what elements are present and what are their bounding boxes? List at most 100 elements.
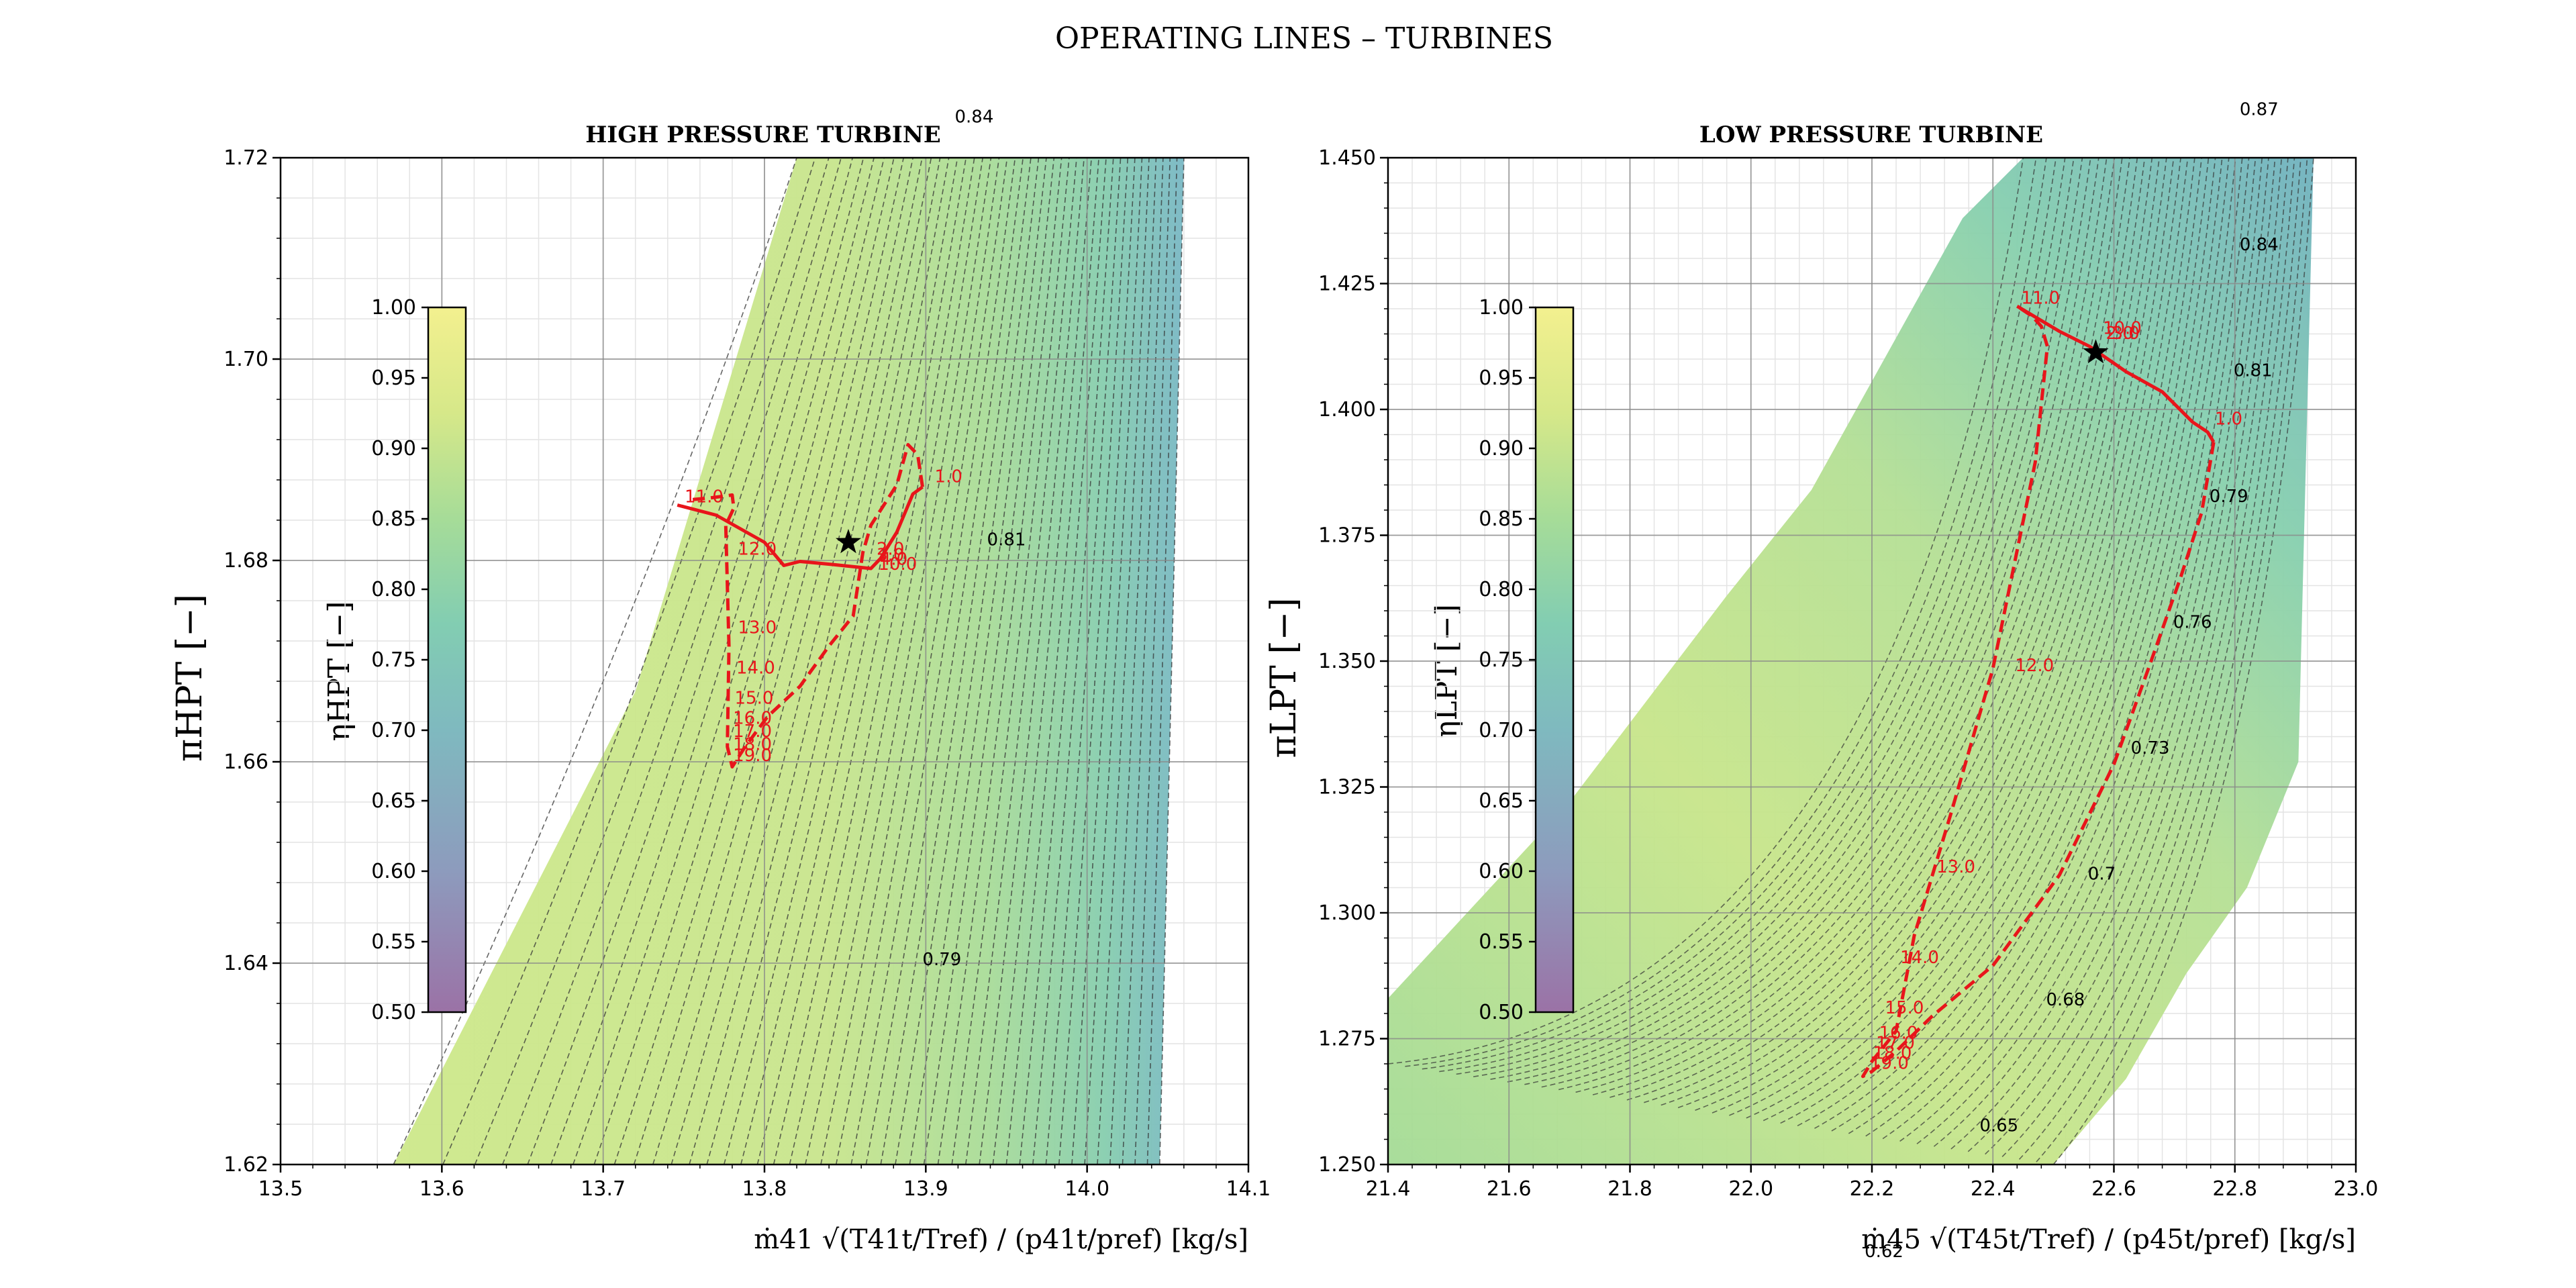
hpt-point-label: 19.0 [733, 746, 772, 766]
lpt-contour [1797, 158, 2216, 1127]
hpt-title: HIGH PRESSURE TURBINE [585, 121, 941, 148]
hpt-xtick-label: 14.1 [1226, 1177, 1271, 1201]
lpt-xtick-label: 21.8 [1607, 1177, 1652, 1201]
hpt-panel: HIGH PRESSURE TURBINE πHPT [−] ṁ41 √(T41… [170, 107, 1271, 1256]
hpt-point-label: 13.0 [738, 618, 777, 638]
hpt-contour [835, 158, 1008, 1165]
lpt-contour [1865, 158, 2243, 1137]
hpt-contour [1084, 158, 1143, 1165]
lpt-contour [1985, 158, 2289, 1155]
lpt-contour [1626, 158, 2146, 1101]
lpt-colorbar-tick-label: 0.70 [1479, 719, 1524, 742]
lpt-xtick-label: 21.6 [1487, 1177, 1532, 1201]
lpt-cbar-label-group: ηLPT [−] [1430, 604, 1464, 738]
hpt-contour [773, 158, 975, 1165]
lpt-contour [1746, 158, 2195, 1119]
hpt-point-label: 3.0 [877, 546, 904, 566]
hpt-efficiency-label: 0.81 [987, 530, 1026, 550]
hpt-ytick-label: 1.62 [224, 1153, 268, 1177]
hpt-point-label: 10.0 [878, 554, 917, 575]
hpt-contour [740, 158, 958, 1165]
lpt-ytick-label: 1.450 [1318, 146, 1376, 170]
hpt-efficiency-label: 0.84 [954, 107, 993, 128]
hpt-contour [1058, 158, 1129, 1165]
lpt-colorbar-tick-label: 0.85 [1479, 507, 1524, 531]
lpt-efficiency-label: 0.62 [1865, 1242, 1903, 1262]
lpt-ytick-label: 1.275 [1318, 1028, 1376, 1051]
hpt-contour [895, 158, 1040, 1165]
lpt-operating-line-dashed [1861, 305, 2216, 1079]
lpt-contour-lines [1388, 158, 2314, 1165]
lpt-efficiency-label: 0.65 [1979, 1116, 2018, 1136]
hpt-contour [992, 158, 1092, 1165]
lpt-design-point-marker [2083, 339, 2109, 364]
lpt-xtick-label: 22.4 [1971, 1177, 2016, 1201]
lpt-contour [1388, 158, 2024, 1064]
lpt-colorbar-tick-label: 0.90 [1479, 437, 1524, 460]
hpt-contour [951, 158, 1070, 1165]
lpt-ytick-label: 1.400 [1318, 398, 1376, 422]
lpt-contour [1916, 158, 2263, 1144]
hpt-point-label: 16.0 [733, 709, 772, 729]
lpt-contour [1763, 158, 2203, 1122]
lpt-contour [1677, 158, 2167, 1109]
lpt-contour [1541, 158, 2108, 1088]
hpt-point-label: 4.0 [880, 550, 907, 570]
lpt-colorbar [1534, 306, 1575, 1013]
hpt-design-point-marker [836, 529, 861, 554]
hpt-colorbar-tick-label: 1.00 [371, 296, 416, 319]
hpt-xtick-label: 13.9 [903, 1177, 948, 1201]
lpt-contour [1490, 158, 2083, 1080]
lpt-operating-line-solid [2016, 305, 2216, 444]
hpt-contour [1146, 158, 1178, 1165]
hpt-contour [1122, 158, 1164, 1165]
lpt-point-label: 19.0 [1870, 1053, 1909, 1073]
hpt-xtick-label: 13.5 [258, 1177, 303, 1201]
lpt-point-label: 13.0 [1936, 857, 1975, 877]
lpt-contour [1967, 158, 2283, 1152]
hpt-contour [979, 158, 1085, 1165]
lpt-contour [1405, 158, 2037, 1067]
lpt-point-label: 15.0 [1885, 998, 1924, 1018]
hpt-contour [909, 158, 1047, 1165]
lpt-contour [1439, 158, 2057, 1073]
hpt-plot-area: 1.0 11.0 12.0 13.0 14.0 15.016.017.018.019.0 2… [281, 158, 1248, 1165]
hpt-xtick-label: 13.6 [419, 1177, 464, 1201]
lpt-contour [1661, 158, 2160, 1106]
figure-suptitle: OPERATING LINES – TURBINES [1055, 21, 1553, 56]
hpt-contour [474, 158, 830, 1165]
lpt-point-label: 14.0 [1900, 948, 1939, 968]
lpt-efficiency-label: 0.79 [2210, 487, 2248, 507]
lpt-ytick-label: 1.425 [1318, 273, 1376, 296]
lpt-contour [1456, 158, 2066, 1075]
hpt-contour [652, 158, 914, 1165]
lpt-xtick-label: 22.2 [1850, 1177, 1895, 1201]
hpt-xtick-label: 14.0 [1064, 1177, 1109, 1201]
lpt-colorbar-tick-label: 0.75 [1479, 648, 1524, 672]
hpt-contour [723, 158, 950, 1165]
hpt-point-label: 14.0 [736, 658, 775, 679]
hpt-contour [865, 158, 1024, 1165]
lpt-contour [2001, 158, 2295, 1158]
hpt-efficiency-map [393, 158, 1184, 1165]
hpt-contour [1045, 158, 1122, 1165]
hpt-xtick-label: 13.8 [742, 1177, 787, 1201]
hpt-point-label: 17.0 [733, 722, 772, 742]
hpt-contour [442, 158, 816, 1165]
hpt-contour [527, 158, 854, 1165]
hpt-point-label: 1.0 [935, 467, 962, 487]
hpt-contour [1134, 158, 1171, 1165]
hpt-contour [573, 158, 875, 1165]
lpt-colorbar-tick-label: 0.65 [1479, 789, 1524, 813]
lpt-ytick-label: 1.375 [1318, 524, 1376, 548]
lpt-efficiency-label: 0.87 [2240, 99, 2279, 119]
hpt-point-label: 12.0 [738, 540, 777, 560]
hpt-contour [393, 158, 797, 1165]
hpt-colorbar [427, 306, 467, 1013]
hpt-cbar-label-group: ηHPT [−] [322, 601, 356, 742]
lpt-xtick-label: 23.0 [2334, 1177, 2379, 1201]
hpt-colorbar-tick-label: 0.50 [371, 1001, 416, 1024]
lpt-colorbar-tick-label: 1.00 [1479, 296, 1524, 319]
lpt-colorbar-tick-label: 0.60 [1479, 860, 1524, 883]
